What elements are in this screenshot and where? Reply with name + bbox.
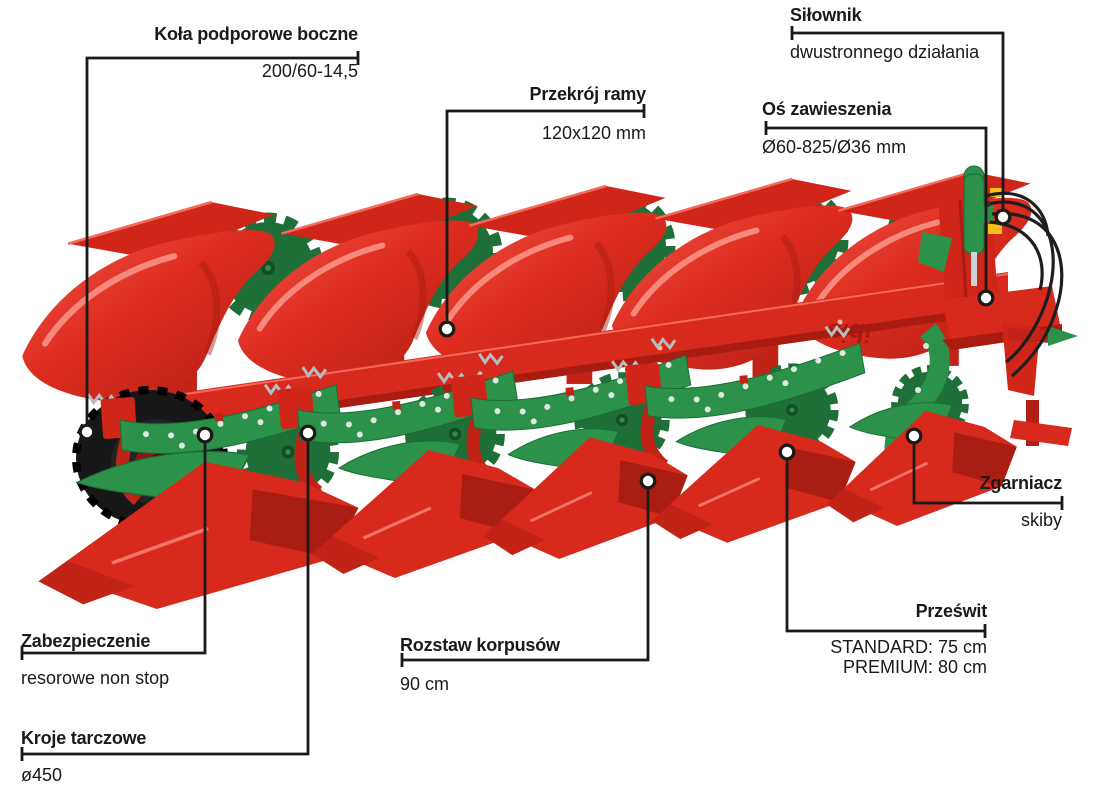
callout-zgarniacz: Zgarniacz skiby xyxy=(980,473,1062,530)
callout-title: Kroje tarczowe xyxy=(21,728,147,748)
callout-title: Rozstaw korpusów xyxy=(400,635,560,655)
callout-przekroj-ramy: Przekrój ramy 120x120 mm xyxy=(529,84,647,143)
callout-value: 200/60-14,5 xyxy=(261,61,358,81)
callout-przeswit: Prześwit STANDARD: 75 cm PREMIUM: 80 cm xyxy=(830,601,987,677)
callout-value: skiby xyxy=(1020,510,1062,530)
callout-value: PREMIUM: 80 cm xyxy=(842,657,987,677)
callout-kola-podporowe: Koła podporowe boczne 200/60-14,5 xyxy=(154,24,358,81)
callout-title: Oś zawieszenia xyxy=(762,99,892,119)
callout-title: Zgarniacz xyxy=(979,473,1062,493)
callout-title: Prześwit xyxy=(915,601,988,621)
callout-value: 120x120 mm xyxy=(541,123,646,143)
callout-value: ø450 xyxy=(21,765,63,785)
callout-title: Siłownik xyxy=(790,5,862,25)
parking-stand xyxy=(1010,400,1072,446)
callout-title: Przekrój ramy xyxy=(529,84,647,104)
callout-value: dwustronnego działania xyxy=(790,42,980,62)
callout-kroje-tarczowe: Kroje tarczowe ø450 xyxy=(21,728,146,785)
callout-value: STANDARD: 75 cm xyxy=(830,637,987,657)
callout-silownik: Siłownik dwustronnego działania xyxy=(790,5,979,62)
callout-value: Ø60-825/Ø36 mm xyxy=(762,137,907,157)
callout-os-zawieszenia: Oś zawieszenia Ø60-825/Ø36 mm xyxy=(762,99,906,157)
callout-rozstaw-korpusow: Rozstaw korpusów 90 cm xyxy=(400,635,560,694)
callout-title: Koła podporowe boczne xyxy=(154,24,358,44)
callout-title: Zabezpieczenie xyxy=(21,631,151,651)
callout-value: resorowe non stop xyxy=(21,668,170,688)
callout-zabezpieczenie: Zabezpieczenie resorowe non stop xyxy=(21,631,169,688)
callout-value: 90 cm xyxy=(400,674,450,694)
